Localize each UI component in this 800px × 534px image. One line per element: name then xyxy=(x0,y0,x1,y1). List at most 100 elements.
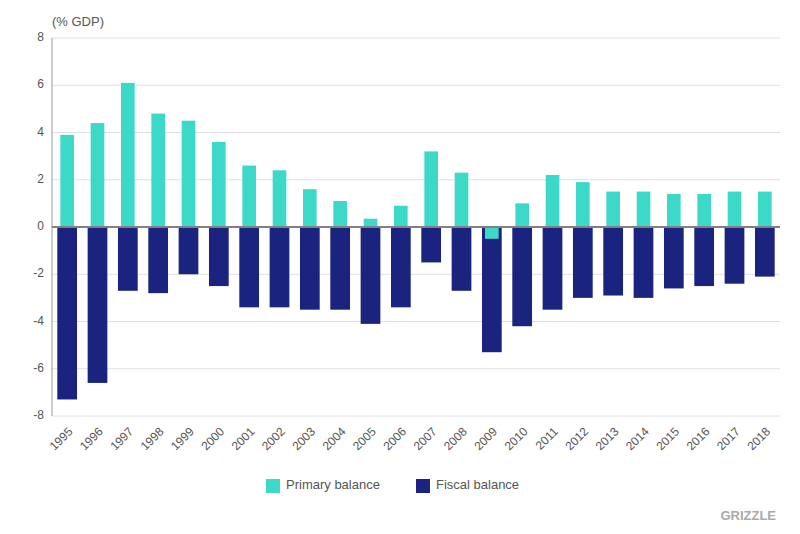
bar xyxy=(758,192,772,227)
x-tick-label: 2018 xyxy=(744,424,773,453)
y-tick-label: 6 xyxy=(37,77,44,91)
bar xyxy=(60,135,74,227)
bar xyxy=(391,227,411,307)
x-tick-label: 2000 xyxy=(198,424,227,453)
x-tick-label: 1995 xyxy=(47,424,76,453)
bar xyxy=(573,227,593,298)
bar xyxy=(725,227,745,284)
x-tick-label: 1996 xyxy=(77,424,106,453)
x-tick-label: 2017 xyxy=(714,424,743,453)
bar xyxy=(424,151,438,227)
bar xyxy=(485,227,499,239)
bar xyxy=(212,142,226,227)
x-tick-label: 2001 xyxy=(229,424,258,453)
x-tick-label: 2015 xyxy=(653,424,682,453)
x-tick-label: 2005 xyxy=(350,424,379,453)
bar xyxy=(209,227,229,286)
x-tick-label: 2010 xyxy=(502,424,531,453)
x-tick-label: 2013 xyxy=(593,424,622,453)
bar xyxy=(148,227,168,293)
bar xyxy=(482,227,502,352)
grid-line xyxy=(52,321,780,322)
bar xyxy=(546,175,560,227)
bar xyxy=(364,219,378,227)
y-tick-label: -4 xyxy=(33,314,44,328)
series-bars xyxy=(57,227,774,399)
bar xyxy=(242,166,256,227)
y-tick-label: -8 xyxy=(33,408,44,422)
x-tick-label: 2016 xyxy=(684,424,713,453)
y-tick-label: 0 xyxy=(37,219,44,233)
y-tick-label: -6 xyxy=(33,361,44,375)
bar xyxy=(239,227,259,307)
chart-container: -8-6-4-202468(% GDP)19951996199719981999… xyxy=(0,0,800,534)
legend-label: Primary balance xyxy=(286,477,380,492)
grid-line xyxy=(52,38,780,39)
y-tick-label: 4 xyxy=(37,125,44,139)
bar xyxy=(330,227,350,310)
y-tick-label: 8 xyxy=(37,30,44,44)
bar xyxy=(603,227,623,296)
grid-line xyxy=(52,368,780,369)
bar xyxy=(515,203,529,227)
bar xyxy=(151,114,165,227)
x-tick-label: 2002 xyxy=(259,424,288,453)
x-tick-label: 1998 xyxy=(138,424,167,453)
zero-line xyxy=(52,226,780,228)
legend-swatch xyxy=(266,479,280,493)
y-tick-label: 2 xyxy=(37,172,44,186)
bar xyxy=(606,192,620,227)
bar xyxy=(300,227,320,310)
bar xyxy=(452,227,472,291)
grid-line xyxy=(52,416,780,417)
x-tick-label: 2014 xyxy=(623,424,652,453)
series-bars xyxy=(60,83,771,239)
bar xyxy=(179,227,199,274)
bar xyxy=(421,227,441,262)
bar xyxy=(182,121,196,227)
bar xyxy=(576,182,590,227)
bar xyxy=(697,194,711,227)
bar xyxy=(333,201,347,227)
chart-svg: -8-6-4-202468(% GDP)19951996199719981999… xyxy=(0,0,800,534)
x-tick-label: 2012 xyxy=(562,424,591,453)
bar xyxy=(728,192,742,227)
x-tick-label: 2011 xyxy=(533,424,561,452)
x-tick-label: 2004 xyxy=(320,424,349,453)
legend-swatch xyxy=(416,479,430,493)
grid xyxy=(52,38,780,416)
x-tick-label: 2003 xyxy=(289,424,318,453)
y-tick-label: -2 xyxy=(33,266,44,280)
y-axis-label: (% GDP) xyxy=(52,14,104,29)
bar xyxy=(394,206,408,227)
bar xyxy=(121,83,135,227)
legend: Primary balance Fiscal balance xyxy=(266,477,519,493)
bar xyxy=(361,227,381,324)
annotation: GRIZZLE xyxy=(720,508,776,523)
bar xyxy=(637,192,651,227)
bar xyxy=(667,194,681,227)
bar xyxy=(664,227,684,288)
bar xyxy=(88,227,108,383)
grid-line xyxy=(52,85,780,86)
bar xyxy=(755,227,775,277)
page: {"chart_data": {"type": "bar", "y_label"… xyxy=(0,0,800,534)
x-tick-label: 2009 xyxy=(471,424,500,453)
bar xyxy=(543,227,563,310)
bar xyxy=(512,227,532,326)
bar xyxy=(273,170,287,227)
bar xyxy=(118,227,138,291)
bar xyxy=(303,189,317,227)
bars xyxy=(57,83,774,400)
bar xyxy=(455,173,469,227)
bar xyxy=(634,227,654,298)
x-tick-label: 2008 xyxy=(441,424,470,453)
bar xyxy=(270,227,290,307)
legend-label: Fiscal balance xyxy=(436,477,519,492)
bar xyxy=(91,123,105,227)
bar xyxy=(694,227,714,286)
x-tick-label: 2007 xyxy=(411,424,440,453)
grid-line xyxy=(52,227,780,228)
x-tick-label: 1999 xyxy=(168,424,197,453)
bar xyxy=(57,227,77,399)
